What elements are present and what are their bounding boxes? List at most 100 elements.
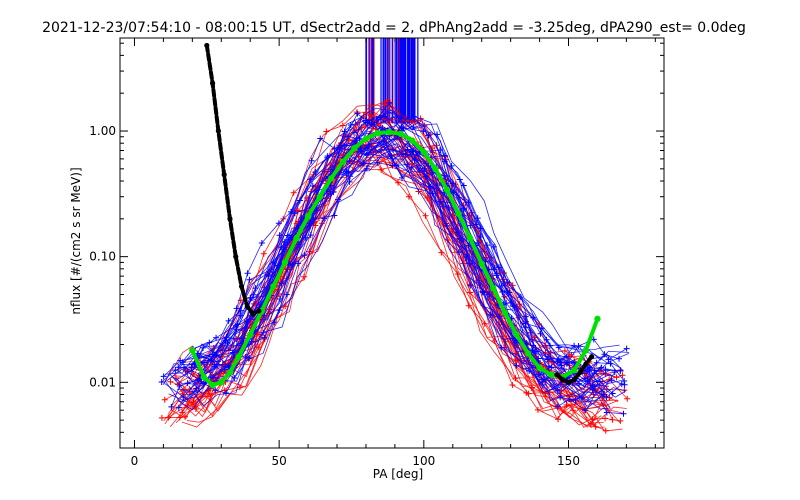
plus-marker <box>354 110 361 117</box>
fit-point-black <box>238 283 245 289</box>
fit-point-green <box>594 315 601 323</box>
plus-marker <box>398 124 405 131</box>
plus-marker <box>284 232 291 239</box>
plus-marker <box>364 119 371 126</box>
plus-marker <box>390 146 397 153</box>
plus-marker <box>309 183 316 190</box>
plus-marker <box>389 162 396 169</box>
fit-point-green <box>466 235 474 242</box>
plus-marker <box>479 288 486 295</box>
plus-marker <box>516 301 523 308</box>
fit-point-black <box>256 308 262 314</box>
plus-marker <box>449 180 456 187</box>
plus-marker <box>586 363 593 370</box>
fit-point-black <box>565 379 572 385</box>
plus-marker <box>176 414 183 421</box>
plot-clip-group <box>158 38 631 434</box>
x-tick-label: 100 <box>412 454 435 468</box>
plus-marker <box>380 138 387 145</box>
plus-marker <box>513 362 520 369</box>
fit-point-green <box>432 165 439 173</box>
series-red-trace <box>176 130 609 399</box>
plus-marker <box>161 396 168 403</box>
fit-point-green <box>235 353 242 360</box>
plus-marker <box>211 363 218 370</box>
plus-marker <box>467 282 474 289</box>
plus-marker <box>440 203 447 210</box>
fit-point-green <box>247 331 254 338</box>
plus-marker <box>350 129 357 136</box>
fit-point-green <box>316 193 323 200</box>
plus-marker <box>395 179 402 186</box>
plus-marker <box>422 173 429 180</box>
plus-marker <box>424 194 431 201</box>
plus-marker <box>184 368 191 375</box>
plus-marker <box>289 262 296 269</box>
fit-point-green <box>385 128 393 136</box>
plus-marker <box>190 398 197 405</box>
plus-marker <box>345 133 352 140</box>
series-red-trace <box>175 153 605 429</box>
plus-marker <box>581 407 588 414</box>
fit-point-green <box>374 130 381 137</box>
series-blue-trace <box>165 140 599 406</box>
plus-marker <box>498 344 505 351</box>
plot-frame <box>119 37 665 449</box>
plus-marker <box>212 387 219 394</box>
plus-marker <box>592 423 599 430</box>
y-tick-label: 0.10 <box>89 250 116 264</box>
fit-point-green <box>304 212 312 220</box>
plus-marker <box>168 403 175 410</box>
plus-marker <box>341 142 348 149</box>
plus-marker <box>529 347 536 354</box>
plus-marker <box>546 342 553 349</box>
series-blue-trace <box>171 138 604 401</box>
plus-marker <box>603 394 610 401</box>
plus-marker <box>374 159 381 166</box>
plus-marker <box>334 196 341 203</box>
series-red-trace <box>189 156 624 426</box>
plus-marker <box>602 427 609 434</box>
plus-marker <box>331 145 338 152</box>
plus-marker <box>509 381 516 388</box>
y-tick-label: 1.00 <box>89 124 116 138</box>
fit-point-green <box>339 158 347 165</box>
plus-marker <box>402 151 409 158</box>
x-tick-label: 150 <box>557 454 580 468</box>
plus-marker <box>422 212 429 219</box>
fit-point-black <box>209 80 216 86</box>
plus-marker <box>523 389 530 396</box>
plus-marker <box>260 329 267 336</box>
plus-marker <box>158 379 165 386</box>
plus-marker <box>563 401 570 408</box>
plus-marker <box>381 113 388 120</box>
plus-marker <box>301 252 308 259</box>
plus-marker <box>420 128 427 135</box>
plus-marker <box>591 383 598 390</box>
series-blue-trace <box>165 119 603 388</box>
plus-marker <box>576 380 583 387</box>
plus-marker <box>555 416 562 423</box>
plus-marker <box>181 364 188 371</box>
plus-marker <box>438 249 445 256</box>
fit-point-green <box>443 186 451 194</box>
axes: 0 50 100 150 0.01 0.10 1.00 <box>89 37 665 468</box>
plus-marker <box>331 212 338 219</box>
plus-marker <box>422 160 429 167</box>
fit-point-black <box>577 369 583 375</box>
plus-marker <box>386 99 393 106</box>
plus-marker <box>558 362 565 369</box>
plus-marker <box>602 366 609 373</box>
plus-marker <box>225 317 232 324</box>
fit-point-green <box>490 285 497 292</box>
plus-marker <box>606 376 613 383</box>
plus-marker <box>307 232 314 239</box>
fit-point-black <box>571 377 577 383</box>
fit-point-green <box>536 364 543 372</box>
y-tick-label: 0.01 <box>89 375 116 389</box>
series-red-trace <box>162 104 599 386</box>
plus-marker <box>602 415 609 422</box>
plus-marker <box>209 351 216 358</box>
fit-point-green <box>513 331 520 338</box>
plus-marker <box>598 364 605 371</box>
